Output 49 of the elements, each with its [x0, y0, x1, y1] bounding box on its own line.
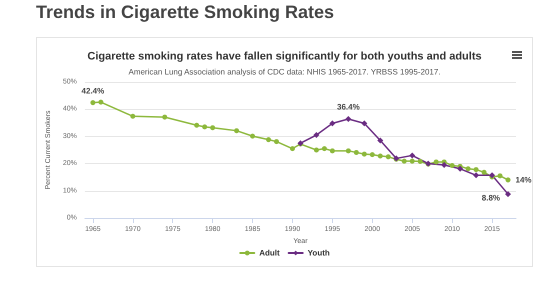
point [162, 114, 168, 120]
point [194, 122, 200, 128]
text: American Lung Association analysis of CDC data: NHIS 1965-2017. YRBSS 1995-2017. [128, 68, 441, 76]
point [90, 100, 96, 106]
point [466, 166, 471, 172]
chart-title: Trends in Cigarette Smoking Rates [36, 2, 334, 23]
point [329, 120, 336, 126]
point [505, 191, 512, 198]
point [202, 124, 208, 130]
point [482, 170, 487, 175]
legend-label: Adult [259, 248, 280, 258]
point [378, 153, 383, 158]
point [377, 137, 384, 144]
point [314, 148, 319, 152]
point [409, 152, 416, 158]
point [410, 158, 415, 164]
point [130, 114, 136, 119]
point [345, 116, 352, 122]
point [210, 125, 216, 130]
point [402, 158, 407, 164]
point [354, 150, 359, 155]
point [250, 134, 256, 139]
point [234, 128, 240, 134]
point [313, 132, 320, 138]
point [361, 120, 368, 126]
point [290, 146, 295, 152]
point [346, 148, 351, 154]
point [441, 162, 448, 168]
data-label: 14% [516, 175, 532, 184]
legend-label: Youth [308, 248, 330, 258]
point [386, 154, 391, 160]
data-label: 36.4% [337, 102, 360, 112]
point [506, 177, 511, 182]
point [274, 139, 280, 144]
point [474, 167, 479, 172]
point [370, 152, 375, 158]
data-label: 8.8% [482, 194, 500, 203]
point [450, 163, 455, 168]
point [457, 166, 464, 172]
point [362, 152, 367, 157]
data-label: 42.4% [82, 86, 104, 96]
point [266, 137, 272, 142]
point [98, 100, 104, 105]
point [322, 146, 327, 152]
point [418, 158, 423, 164]
point [498, 173, 503, 178]
point [434, 159, 439, 164]
chart-subtitle: Cigarette smoking rates have fallen significantly for both youths and adults [87, 50, 482, 62]
point [330, 148, 335, 154]
